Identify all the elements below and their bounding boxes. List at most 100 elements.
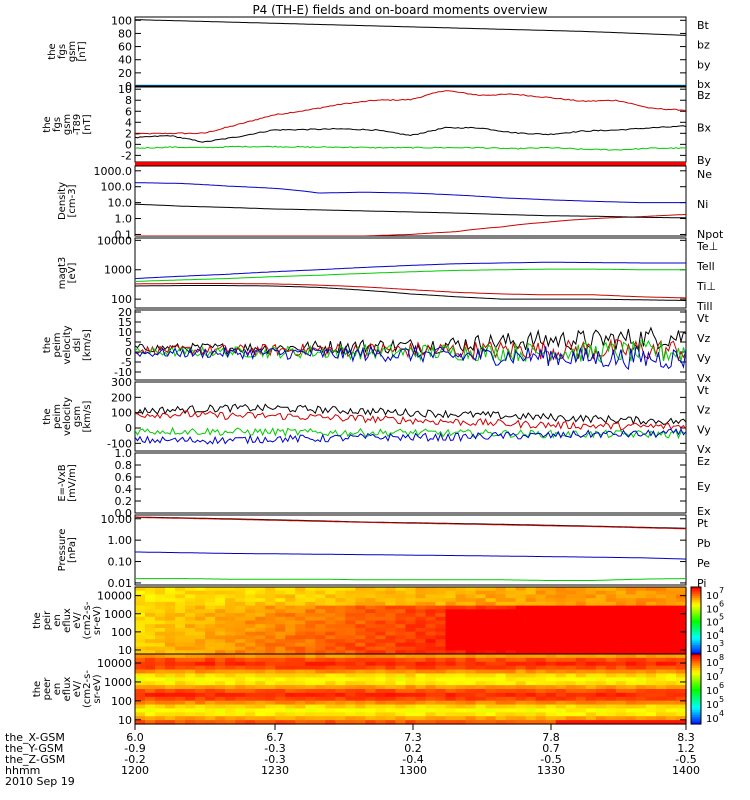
heatmap-cell [205, 700, 216, 706]
heatmap-cell [285, 620, 296, 625]
heatmap-cell [645, 673, 657, 678]
heatmap-cell [335, 696, 346, 702]
colorbar-tick: 108 [706, 653, 724, 669]
heatmap-cell [185, 665, 196, 671]
heatmap-cell [255, 616, 266, 622]
svg-text:8: 8 [719, 653, 724, 662]
heatmap-cell [635, 677, 647, 682]
ylabel-line: gsm [67, 41, 78, 62]
heatmap-cell [345, 613, 356, 618]
heatmap-cell [415, 613, 427, 618]
heatmap-cell [585, 657, 597, 663]
heatmap-cell [415, 654, 427, 659]
heatmap-cell [645, 716, 657, 721]
heatmap-cell [395, 646, 407, 651]
heatmap-cell [305, 681, 316, 686]
heatmap-cell [445, 639, 457, 644]
heatmap-cell [365, 661, 377, 667]
heatmap-cell [355, 631, 367, 636]
heatmap-cell [135, 605, 146, 610]
heatmap-cell [555, 650, 567, 655]
heatmap-cell [195, 605, 206, 610]
heatmap-cell [285, 661, 296, 667]
heatmap-cell [595, 700, 607, 706]
heatmap-cell [355, 587, 367, 592]
heatmap-cell [145, 635, 156, 640]
heatmap-cell [165, 689, 176, 694]
series-Vy [135, 339, 686, 364]
heatmap-cell [415, 650, 427, 655]
heatmap-cell [215, 590, 226, 596]
heatmap-cell [575, 620, 587, 625]
heatmap-cell [655, 635, 667, 640]
heatmap-cell [215, 704, 226, 710]
heatmap-cell [485, 681, 497, 686]
ytick-label: 1000 [104, 608, 132, 621]
heatmap-cell [415, 635, 427, 640]
heatmap-cell [195, 639, 206, 644]
heatmap-cell [615, 692, 627, 698]
legend-Ey: Ey [697, 480, 711, 493]
heatmap-cell [485, 624, 497, 629]
heatmap-cell [425, 650, 437, 655]
heatmap-cell [375, 605, 387, 610]
heatmap-cell [575, 720, 587, 725]
heatmap-cell [445, 627, 457, 633]
heatmap-cell [515, 624, 527, 629]
heatmap-cell [495, 689, 507, 694]
heatmap-cell [345, 696, 356, 702]
series-Vx [135, 344, 686, 371]
heatmap-cell [575, 700, 587, 706]
heatmap-cell [225, 677, 236, 682]
heatmap-cell [175, 616, 186, 622]
heatmap-cell [295, 631, 306, 636]
heatmap-cell [505, 669, 517, 675]
legend-bz: bz [697, 39, 710, 52]
heatmap-cell [535, 669, 547, 675]
heatmap-cell [455, 661, 467, 667]
heatmap-cell [305, 639, 316, 644]
heatmap-cell [195, 716, 206, 721]
heatmap-cell [575, 601, 587, 607]
colorbar-tick: 104 [706, 626, 724, 642]
heatmap-cell [365, 669, 377, 675]
heatmap-cell [235, 635, 246, 640]
heatmap-cell [625, 650, 637, 655]
heatmap-cell [415, 587, 427, 592]
heatmap-cell [535, 716, 547, 721]
heatmap-cell [515, 613, 527, 618]
heatmap-cell [305, 624, 316, 629]
heatmap-cell [615, 601, 627, 607]
heatmap-cell [285, 689, 296, 694]
ytick-label: 15 [118, 316, 132, 329]
heatmap-cell [595, 646, 607, 651]
heatmap-cell [575, 712, 587, 717]
heatmap-cell [325, 620, 336, 625]
heatmap-cell [595, 631, 607, 636]
heatmap-cell [665, 696, 677, 702]
heatmap-cell [655, 689, 667, 694]
heatmap-cell [195, 598, 206, 603]
heatmap-cell [525, 720, 537, 725]
heatmap-cell [275, 677, 286, 682]
heatmap-cell [525, 624, 537, 629]
heatmap-cell [335, 609, 346, 614]
heatmap-cell [555, 685, 567, 690]
heatmap-cell [555, 665, 567, 671]
heatmap-cell [245, 654, 256, 659]
heatmap-cell [255, 635, 266, 640]
heatmap-cell [325, 642, 336, 648]
heatmap-cell [445, 631, 457, 636]
heatmap-cell [225, 624, 236, 629]
ytick-label: 100 [111, 695, 132, 708]
heatmap-cell [405, 635, 417, 640]
heatmap-cell [385, 601, 397, 607]
heatmap-cell [555, 661, 567, 667]
ytick-label: 1.0 [115, 213, 133, 226]
heatmap-cell [355, 689, 367, 694]
heatmap-cell [335, 716, 346, 721]
heatmap-cell [165, 594, 176, 599]
heatmap-cell [565, 708, 577, 713]
heatmap-cell [325, 635, 336, 640]
heatmap-cell [225, 692, 236, 698]
